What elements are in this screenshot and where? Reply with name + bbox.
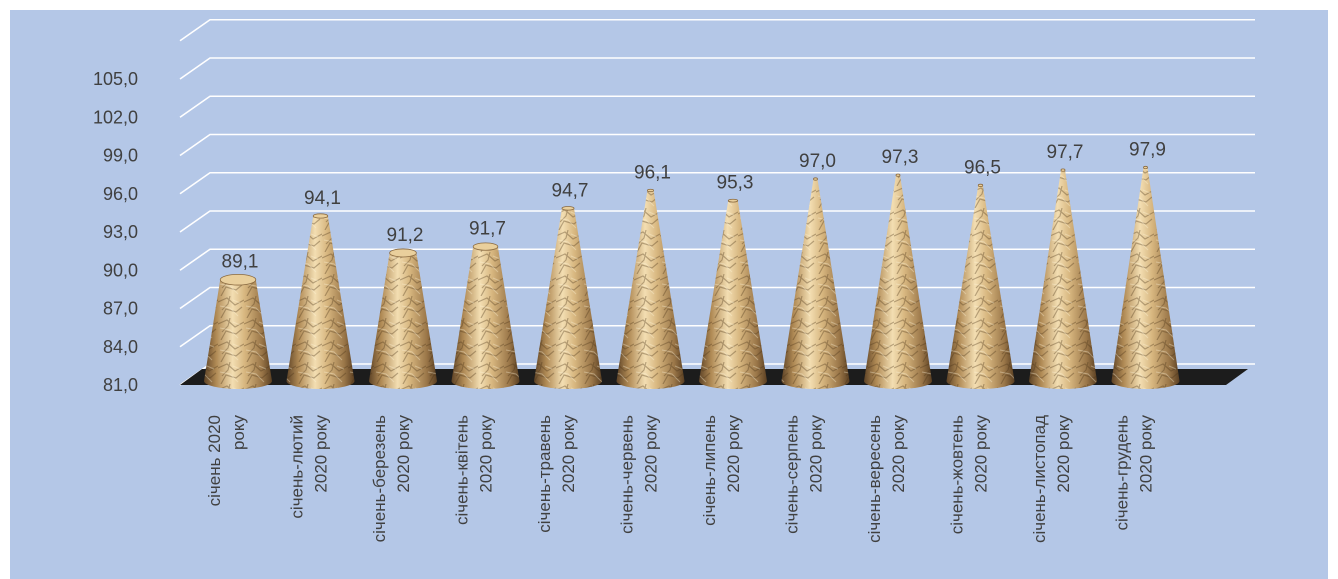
data-label: 94,7 (552, 180, 589, 201)
gridline (179, 18, 1255, 42)
y-tick-label: 96,0 (103, 184, 138, 204)
category-label: січень-липень 2020 року (700, 415, 743, 526)
gridline (179, 171, 1255, 195)
category-label: січень-жовтень 2020 року (948, 415, 991, 535)
y-tick-label: 87,0 (103, 299, 138, 319)
data-label: 96,5 (964, 157, 1001, 178)
y-tick-label: 102,0 (93, 107, 138, 127)
category-label: січень-грудень 2020 року (1113, 415, 1156, 531)
category-label: січень-травень 2020 року (535, 415, 578, 533)
gridline (179, 133, 1255, 157)
category-label: січень-вересень 2020 року (865, 415, 908, 543)
cone-bar (369, 248, 437, 389)
data-label: 97,7 (1047, 142, 1084, 163)
cone-bar (1029, 168, 1097, 389)
category-label: січень-червень 2020 року (618, 415, 661, 534)
gridline (179, 210, 1255, 233)
data-label: 95,3 (717, 173, 754, 194)
y-tick-label: 90,0 (103, 260, 138, 280)
data-label: 97,9 (1129, 140, 1166, 161)
data-label: 91,2 (387, 225, 424, 246)
y-tick-label: 105,0 (93, 69, 138, 89)
cone-bar (699, 198, 767, 389)
y-tick-label: 84,0 (103, 337, 138, 357)
y-tick-label: 93,0 (103, 222, 138, 242)
y-tick-label: 99,0 (103, 146, 138, 166)
gridline (179, 57, 1255, 80)
cone-bar (616, 188, 685, 389)
cone-bar (286, 213, 355, 389)
cone-bar (204, 273, 272, 389)
category-label: січень-березень 2020 року (370, 415, 413, 543)
category-label: січень-серпень 2020 року (783, 415, 826, 534)
y-tick-label: 81,0 (103, 375, 138, 395)
gridline (179, 95, 1255, 118)
data-label: 97,0 (799, 151, 836, 172)
data-label: 89,1 (222, 252, 259, 273)
category-label: січень-квітень 2020 року (453, 415, 496, 526)
data-label: 97,3 (882, 147, 919, 168)
chart: 81,0 84,0 87,0 90,0 93,0 96,0 99,0 102,0 105,0 8… (10, 10, 1328, 579)
data-label: 94,1 (304, 188, 341, 209)
data-label: 96,1 (634, 162, 671, 183)
category-label: січень-лютий 2020 року (288, 415, 331, 519)
data-label: 91,7 (469, 219, 506, 240)
cone-bar (864, 173, 932, 389)
cone-bar (451, 242, 520, 389)
category-label: січень-листопад 2020 року (1030, 415, 1073, 544)
cone-bar (1111, 165, 1180, 389)
cone-bar (946, 183, 1015, 389)
cone-bar (781, 177, 850, 389)
category-label: січень 2020 року (205, 415, 248, 507)
cone-bar (534, 206, 602, 389)
